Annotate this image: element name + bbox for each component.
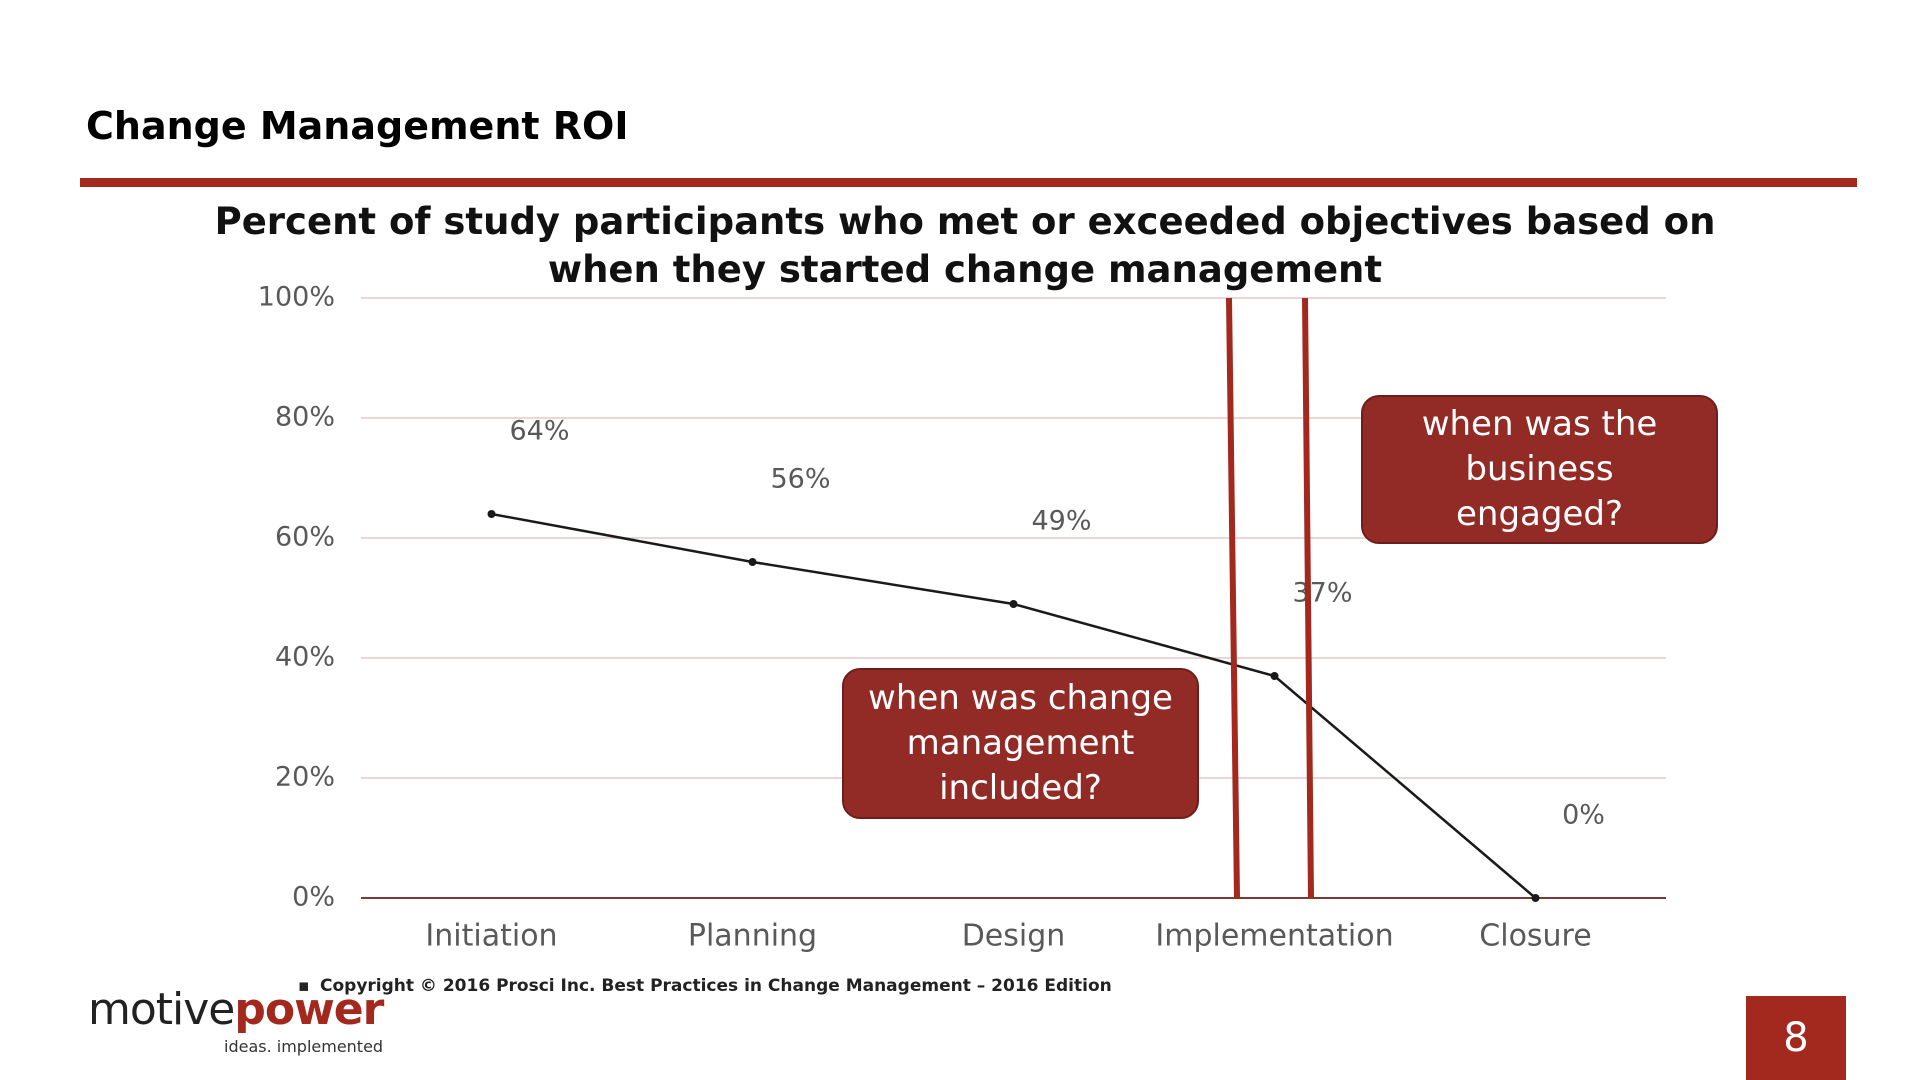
plot: 0% 20% 40% 60% 80% 100% Initiation Planning Desi… (258, 282, 1666, 954)
y-tick-label: 100% (258, 282, 335, 313)
data-point (1009, 600, 1018, 608)
logo-text: power (234, 984, 384, 1035)
x-tick-label: Design (962, 919, 1066, 954)
data-label: 56% (770, 464, 830, 495)
x-tick-label: Planning (688, 919, 817, 954)
data-point (487, 510, 496, 518)
logo-tagline: ideas. implemented (224, 1037, 384, 1056)
data-label: 49% (1031, 506, 1091, 537)
divider-line (1226, 297, 1240, 899)
divider-line (1302, 297, 1314, 899)
callout: when was the business engaged? (1361, 395, 1718, 544)
y-tick-label: 40% (275, 642, 335, 673)
logo-text: motive (88, 984, 235, 1035)
y-tick-label: 60% (275, 522, 335, 553)
slide-title: Change Management ROI (86, 104, 629, 148)
x-tick-label: Closure (1479, 919, 1591, 954)
y-tick-label: 20% (275, 762, 335, 793)
y-tick-label: 0% (292, 882, 335, 913)
data-point (1531, 894, 1540, 902)
x-tick-label: Implementation (1155, 919, 1393, 954)
x-tick-label: Initiation (425, 919, 557, 954)
data-label: 0% (1562, 800, 1605, 831)
logo: motivepower (88, 984, 384, 1035)
data-point (748, 558, 757, 566)
data-point (1270, 672, 1279, 680)
footnote: Copyright © 2016 Prosci Inc. Best Practi… (298, 976, 1112, 996)
callout: when was change management included? (842, 668, 1199, 819)
data-label: 64% (509, 416, 569, 447)
title-rule (80, 178, 1857, 187)
chart-title: Percent of study participants who met or… (214, 200, 1716, 291)
page-number: 8 (1746, 996, 1846, 1080)
y-tick-label: 80% (275, 402, 335, 433)
data-label: 37% (1292, 578, 1352, 609)
